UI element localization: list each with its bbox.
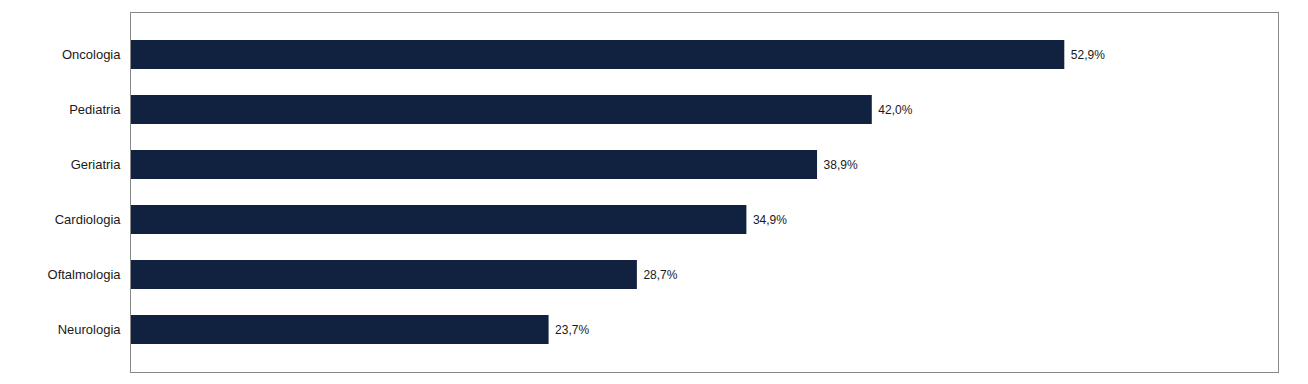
svg-text:52,9%: 52,9% (1071, 48, 1105, 62)
svg-text:Oncologia: Oncologia (62, 47, 121, 62)
svg-text:28,7%: 28,7% (643, 268, 677, 282)
svg-text:Pediatria: Pediatria (69, 102, 121, 117)
svg-text:Geriatria: Geriatria (71, 157, 122, 172)
svg-text:Neurologia: Neurologia (58, 322, 122, 337)
svg-text:34,9%: 34,9% (753, 213, 787, 227)
svg-text:38,9%: 38,9% (824, 158, 858, 172)
svg-text:23,7%: 23,7% (555, 323, 589, 337)
svg-text:Oftalmologia: Oftalmologia (48, 267, 122, 282)
svg-text:42,0%: 42,0% (878, 103, 912, 117)
svg-text:Cardiologia: Cardiologia (55, 212, 122, 227)
